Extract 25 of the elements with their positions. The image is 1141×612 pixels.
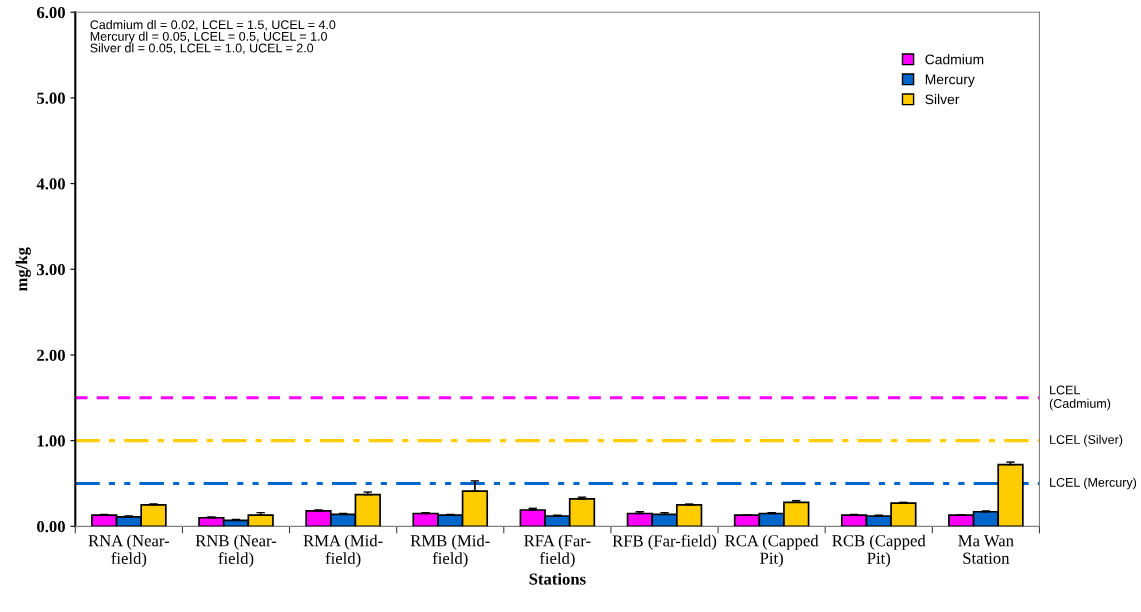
x-tick-label: RFA (Far- field) xyxy=(524,534,591,568)
legend-label: Silver xyxy=(925,94,960,105)
y-tick-label: 5.00 xyxy=(37,92,65,104)
y-axis-title: mg/kg xyxy=(15,247,31,292)
x-tick-label: RMA (Mid- field) xyxy=(303,534,383,568)
x-tick-label: RFB (Far-field) xyxy=(612,534,717,550)
x-tick-label: RMB (Mid- field) xyxy=(410,534,490,568)
x-tick-label: Ma Wan Station xyxy=(958,535,1014,564)
y-tick-label: 2.00 xyxy=(37,349,65,361)
ref-line-label: LCEL (Mercury) xyxy=(1050,477,1137,490)
legend-label: Mercury xyxy=(925,74,975,88)
x-tick-label: RNB (Near- field) xyxy=(195,534,277,568)
x-axis-title: Stations xyxy=(529,572,586,585)
y-tick-label: 3.00 xyxy=(37,263,65,276)
y-tick-label: 1.00 xyxy=(37,435,65,447)
x-tick-label: RCB (Capped Pit) xyxy=(832,534,926,568)
x-tick-label: RNA (Near- field) xyxy=(88,534,170,568)
ref-line-label: LCEL (Silver) xyxy=(1050,434,1123,447)
x-tick-label: RCA (Capped Pit) xyxy=(725,534,819,568)
y-tick-label: 0.00 xyxy=(37,521,65,533)
ref-line-label: LCEL (Cadmium) xyxy=(1049,385,1111,411)
legend-label: Cadmium xyxy=(925,54,984,65)
y-tick-label: 6.00 xyxy=(36,6,65,19)
y-tick-label: 4.00 xyxy=(36,178,65,190)
annotation: Cadmium dl = 0.02, LCEL = 1.5, UCEL = 4.0 Mercury dl = 0.05, LCEL = 0.5, UCEL = 1.0 Silver dl = 0.05, LCEL = 1.0, UCEL = 2.0 xyxy=(90,19,336,54)
